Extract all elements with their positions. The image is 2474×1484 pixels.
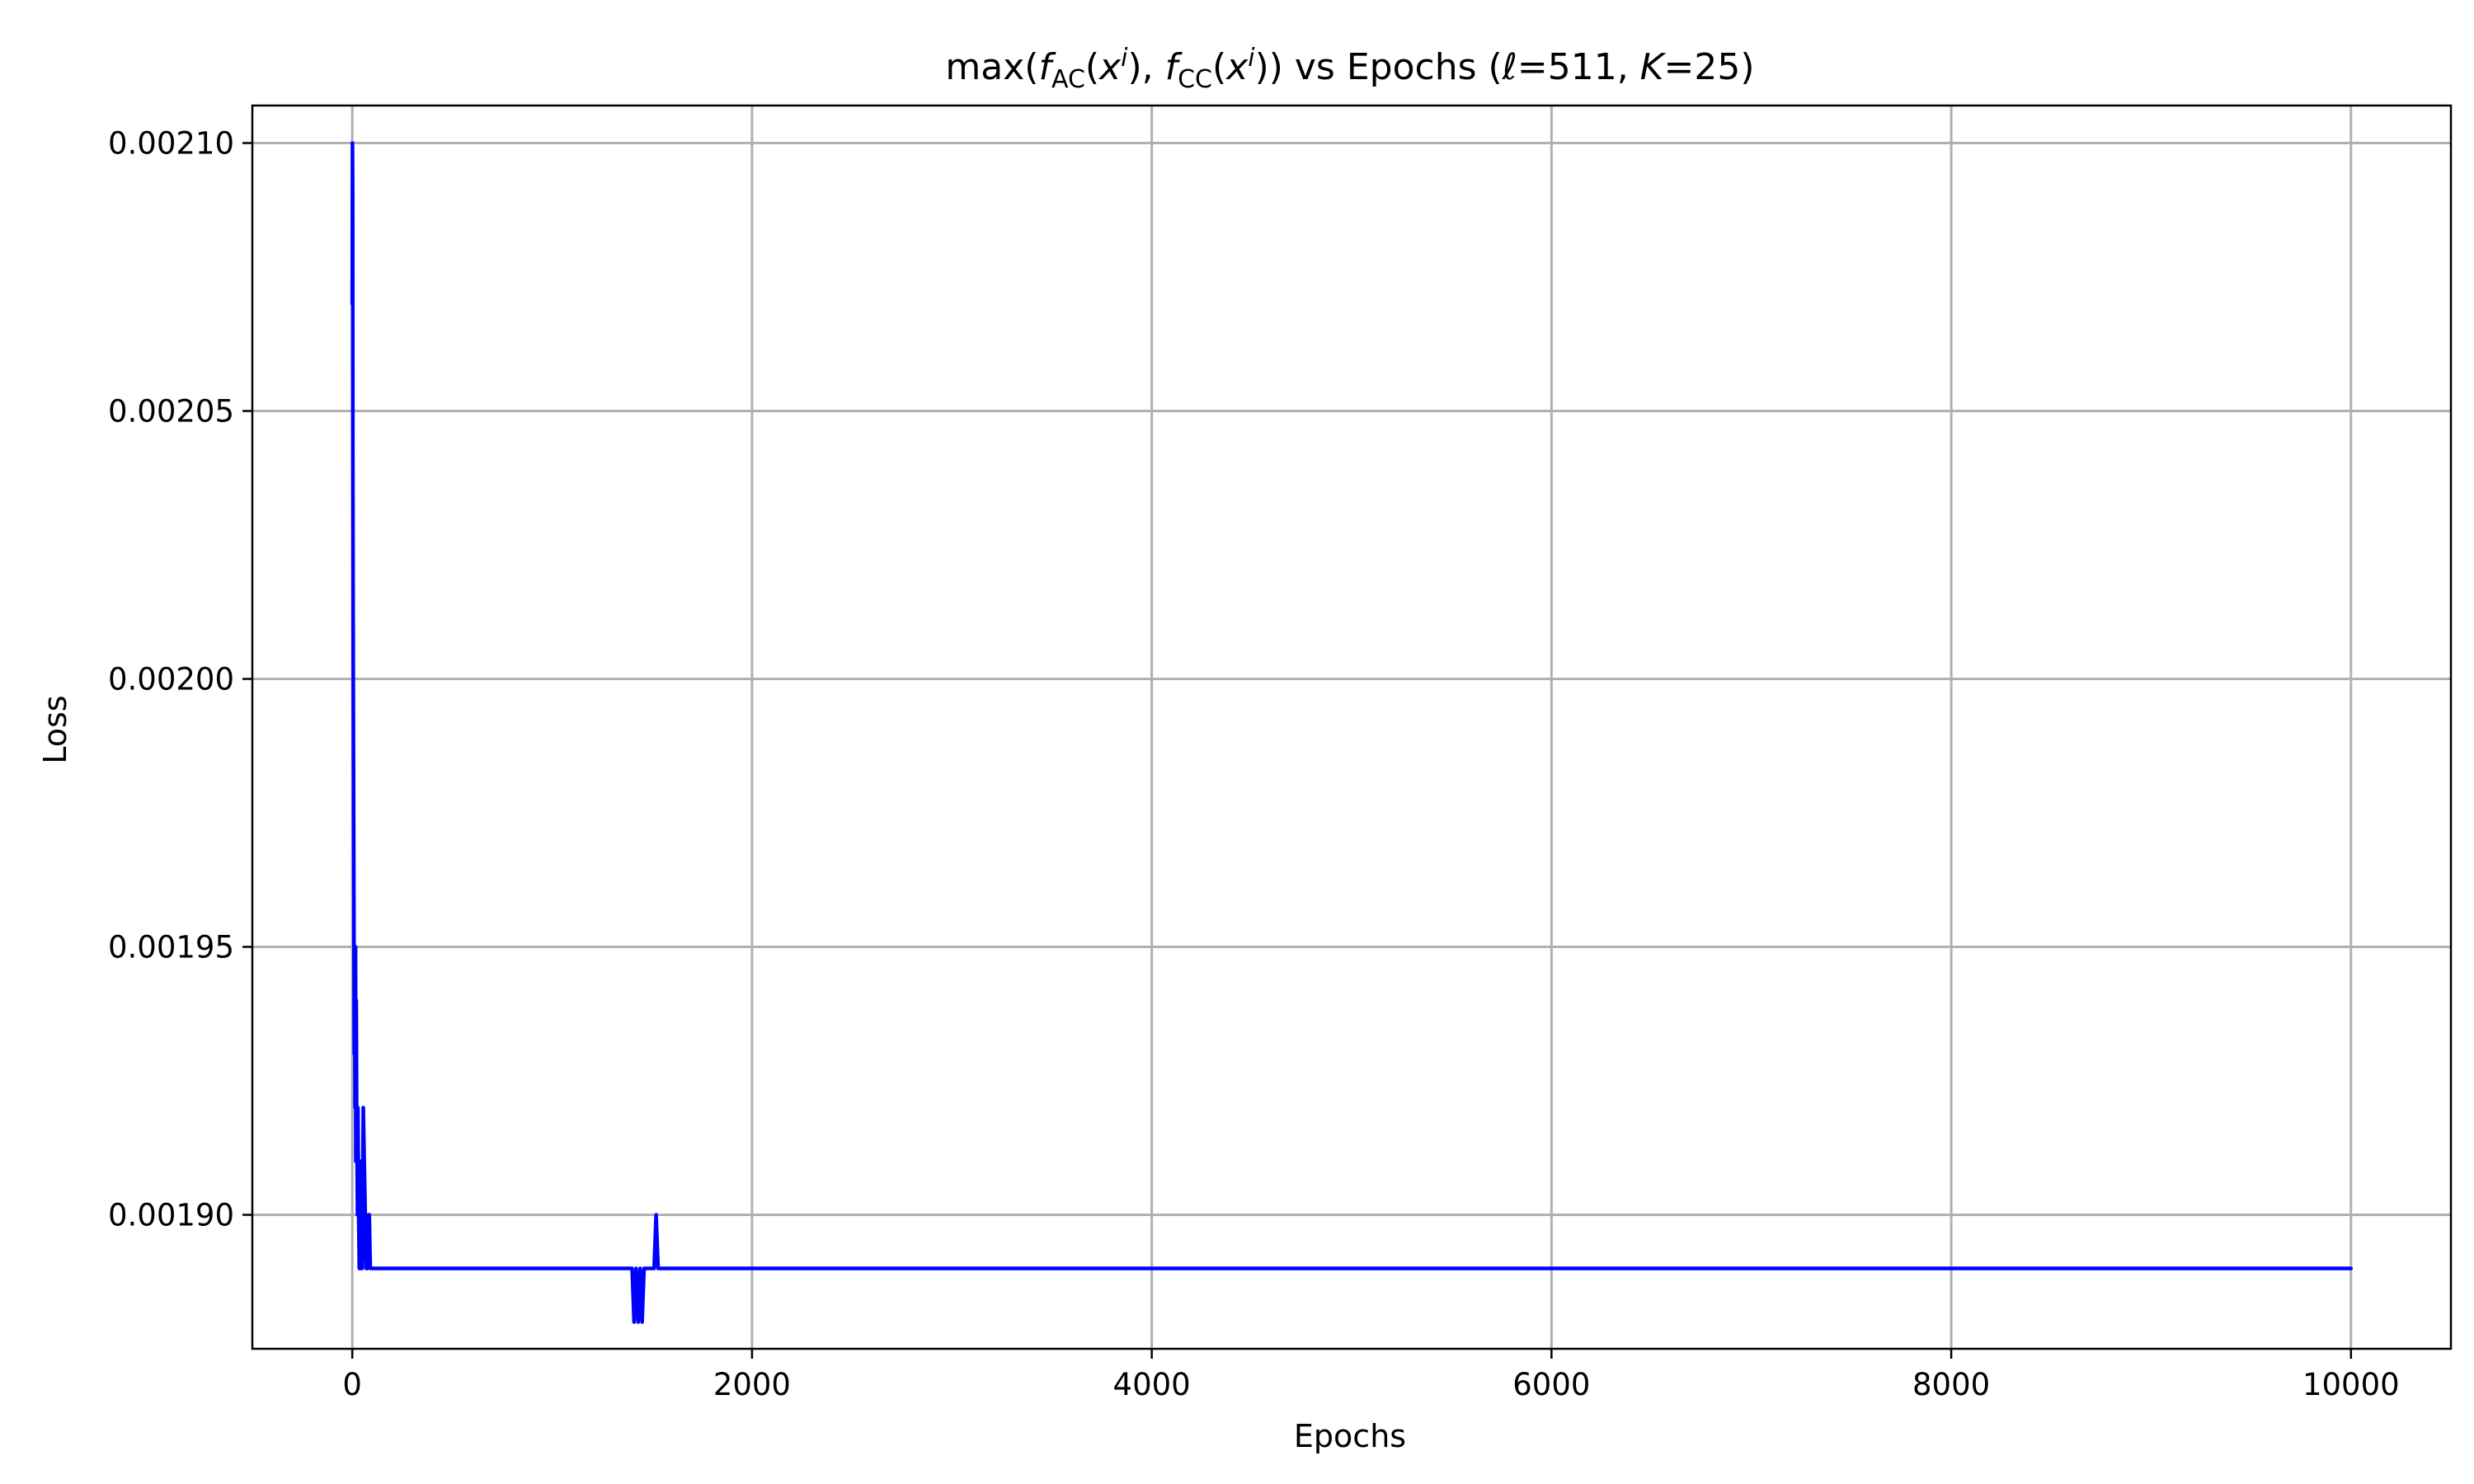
plot-frame: [251, 104, 2453, 1350]
x-tick-label: 4000: [1113, 1367, 1191, 1402]
y-axis-label: Loss: [37, 695, 73, 763]
y-tick-label: 0.00200: [108, 662, 234, 697]
tick-layer: 0 2000 4000 6000 8000 10000 0.00190 0.00195 0.00…: [108, 126, 2400, 1403]
x-tick-label: 0: [342, 1367, 362, 1402]
grid-layer: [252, 106, 2451, 1349]
y-tick-label: 0.00190: [108, 1198, 234, 1233]
x-axis-label: Epochs: [1294, 1418, 1406, 1454]
chart-title: max(fAC(xi), fCC(xi)) vs Epochs (ℓ=511, …: [945, 44, 1754, 94]
loss-series-line: [350, 141, 2354, 1324]
y-tick-label: 0.00205: [108, 394, 234, 430]
y-tick-label: 0.00195: [108, 930, 234, 965]
series-layer: [350, 141, 2354, 1324]
y-tick-label: 0.00210: [108, 126, 234, 162]
x-tick-label: 10000: [2302, 1367, 2400, 1402]
x-tick-label: 2000: [713, 1367, 791, 1402]
x-tick-label: 8000: [1912, 1367, 1990, 1402]
x-tick-label: 6000: [1512, 1367, 1590, 1402]
